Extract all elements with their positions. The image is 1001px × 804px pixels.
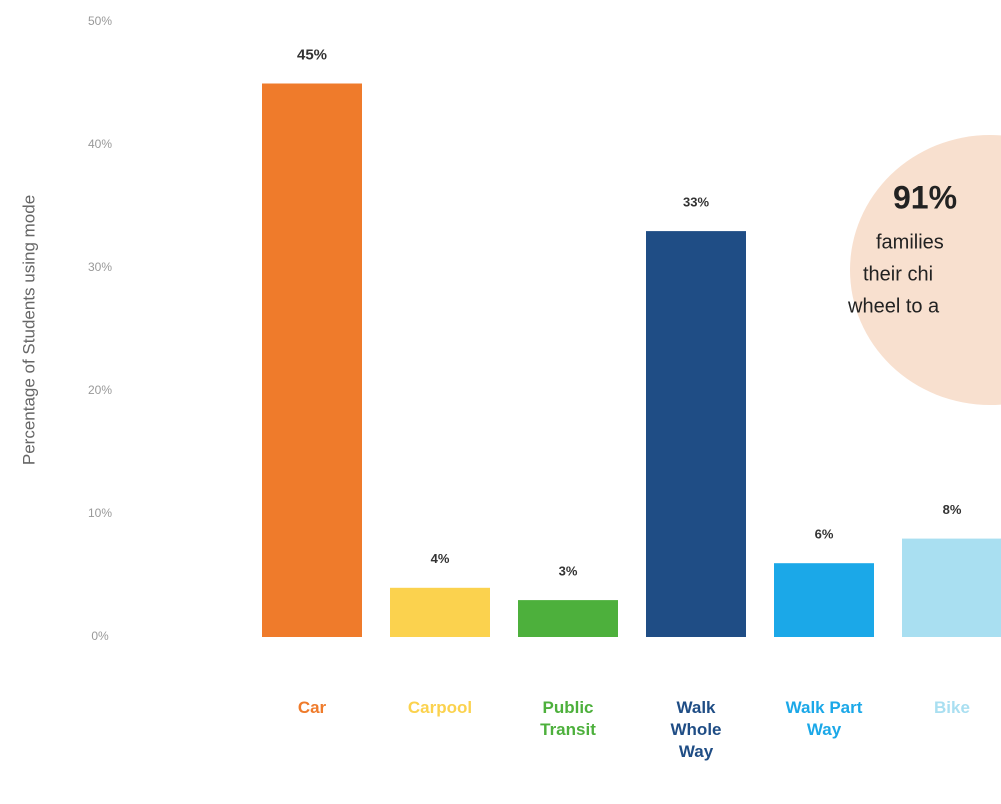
- value-label: 6%: [815, 527, 834, 542]
- y-tick-label: 10%: [88, 506, 112, 520]
- y-tick-label: 0%: [91, 629, 109, 643]
- y-axis-label: Percentage of Students using mode: [19, 195, 38, 465]
- bar: [774, 563, 874, 637]
- callout-text: their chi: [863, 263, 933, 285]
- y-tick-label: 20%: [88, 383, 112, 397]
- bar: [518, 600, 618, 637]
- bar: [646, 231, 746, 637]
- value-label: 45%: [297, 46, 327, 63]
- callout-bubble: [850, 135, 1001, 405]
- x-tick-label: Walk Part Way: [785, 698, 863, 739]
- bar: [262, 83, 362, 637]
- x-tick-label: Car: [297, 698, 327, 717]
- y-tick-label: 30%: [88, 260, 112, 274]
- y-tick-label: 40%: [88, 137, 112, 151]
- value-label: 3%: [559, 564, 578, 579]
- value-label: 33%: [683, 195, 709, 210]
- bar: [390, 587, 490, 637]
- bar: [902, 538, 1001, 637]
- x-tick-label: Carpool: [407, 698, 473, 717]
- callout-text: 91%: [893, 179, 957, 215]
- value-label: 8%: [943, 502, 962, 517]
- callout-text: wheel to a: [847, 295, 940, 317]
- x-tick-label: Walk Whole Way: [670, 698, 722, 761]
- value-label: 4%: [431, 551, 450, 566]
- x-tick-label: Public Transit: [540, 698, 596, 739]
- callout-text: families: [876, 231, 944, 253]
- y-tick-label: 50%: [88, 14, 112, 28]
- x-tick-label: Bike: [934, 698, 970, 717]
